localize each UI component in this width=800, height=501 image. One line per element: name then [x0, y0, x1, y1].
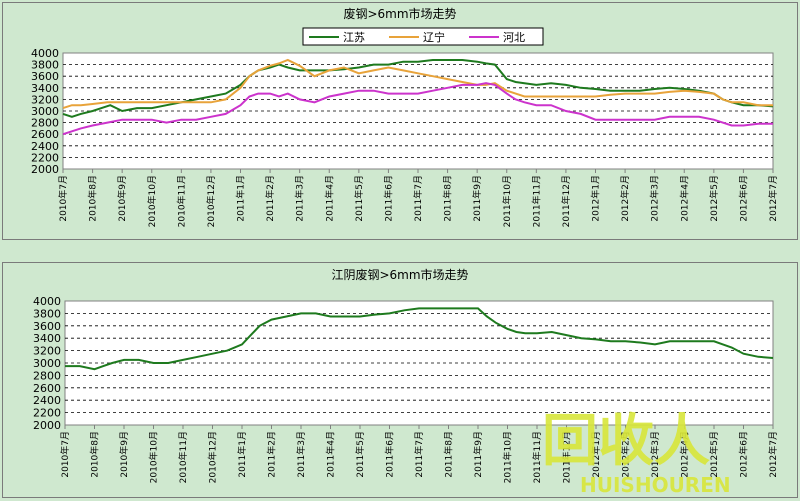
x-tick-label: 2012年1月: [590, 431, 602, 478]
x-tick-label: 2012年3月: [649, 175, 661, 222]
x-tick-label: 2011年7月: [412, 175, 424, 222]
x-tick-label: 2011年1月: [236, 431, 248, 478]
y-tick-label: 3000: [33, 357, 61, 370]
y-tick-label: 2400: [31, 140, 59, 153]
x-tick-label: 2011年3月: [295, 431, 307, 478]
watermark-glyphs: 回收人: [542, 409, 710, 474]
x-tick-label: 2011年7月: [413, 431, 425, 478]
y-tick-label: 4000: [33, 295, 61, 308]
x-tick-label: 2011年10月: [502, 431, 514, 483]
chart-panel-jiangsu-liaoning-hebei: 废钢>6mm市场走势 2000 2200 2400 2600 2800 3000 3200 34…: [2, 2, 798, 240]
x-tick-label: 2011年6月: [382, 175, 394, 222]
x-tick-label: 2011年10月: [501, 175, 513, 227]
y-tick-label: 2000: [31, 163, 59, 176]
huishouren-watermark-logo: 回收人 HUISHOUREN: [540, 400, 740, 497]
y-tick-label: 2000: [33, 419, 61, 432]
x-tick-label: 2012年6月: [737, 175, 749, 222]
x-tick-label: 2012年5月: [708, 175, 720, 222]
x-tick-label: 2011年2月: [264, 175, 276, 222]
x-tick-label: 2011年12月: [561, 431, 573, 483]
y-tick-label: 2200: [31, 151, 59, 164]
series-line-3: [62, 82, 773, 136]
x-tick-label: 2010年12月: [205, 175, 217, 227]
y-tick-label: 3800: [33, 307, 61, 320]
y-tick-label: 3200: [33, 345, 61, 358]
x-tick-label: 2011年5月: [354, 431, 366, 478]
y-tick-label: 3800: [31, 59, 59, 72]
y-tick-label: 2400: [33, 394, 61, 407]
x-tick-label: 2012年2月: [620, 431, 632, 478]
x-tick-label: 2011年8月: [443, 431, 455, 478]
x-tick-label: 2010年11月: [175, 175, 187, 227]
x-tick-label: 2011年9月: [471, 175, 483, 222]
y-tick-label: 2600: [31, 128, 59, 141]
x-tick-label: 2012年1月: [590, 175, 602, 222]
x-tick-label: 2010年8月: [89, 431, 101, 478]
x-tick-label: 2011年6月: [384, 431, 396, 478]
y-tick-label: 2800: [33, 369, 61, 382]
line-chart-jiangyin: 江阴废钢>6mm市场走势 2000220024002600280030003200…: [33, 267, 779, 483]
chart-title: 江阴废钢>6mm市场走势: [331, 267, 468, 282]
x-tick-label: 2011年1月: [235, 175, 247, 222]
y-tick-label: 3000: [31, 105, 59, 118]
x-tick-label: 2011年9月: [472, 431, 484, 478]
y-tick-label: 3400: [33, 332, 61, 345]
series-line-2: [62, 58, 773, 110]
x-tick-label: 2011年4月: [325, 431, 337, 478]
x-tick-label: 2012年7月: [767, 431, 779, 478]
y-tick-label: 2600: [33, 382, 61, 395]
legend-label: 辽宁: [423, 30, 445, 44]
x-tick-label: 2012年5月: [708, 431, 720, 478]
x-tick-label: 2011年11月: [530, 175, 542, 227]
x-tick-label: 2010年7月: [59, 431, 71, 478]
x-tick-label: 2012年7月: [767, 175, 779, 222]
y-tick-label: 2200: [33, 407, 61, 420]
x-tick-label: 2012年2月: [619, 175, 631, 222]
line-chart-regional: 废钢>6mm市场走势 200022002400260028003000320034…: [31, 6, 779, 227]
x-tick-label: 2010年10月: [148, 431, 160, 483]
x-tick-label: 2010年9月: [116, 175, 128, 222]
x-tick-label: 2011年3月: [294, 175, 306, 222]
x-tick-label: 2010年10月: [146, 175, 158, 227]
x-tick-label: 2010年11月: [177, 431, 189, 483]
legend-label: 河北: [503, 31, 525, 44]
x-tick-label: 2011年8月: [442, 175, 454, 222]
x-tick-label: 2012年4月: [678, 175, 690, 222]
series-line-1: [62, 59, 774, 118]
y-tick-label: 2800: [31, 117, 59, 130]
y-tick-label: 3200: [31, 93, 59, 106]
x-tick-label: 2012年3月: [649, 431, 661, 478]
x-tick-label: 2012年6月: [738, 431, 750, 478]
legend-box: [302, 27, 544, 46]
x-tick-label: 2010年8月: [87, 175, 99, 222]
legend-label: 江苏: [343, 31, 365, 44]
x-tick-label: 2010年9月: [118, 431, 130, 478]
legend: 江苏 辽宁 河北: [302, 27, 544, 46]
watermark-text: HUISHOUREN: [580, 473, 731, 496]
x-tick-label: 2011年5月: [353, 175, 365, 222]
y-tick-label: 3600: [31, 70, 59, 83]
series-line-1: [65, 307, 774, 371]
y-tick-label: 4000: [31, 47, 59, 60]
y-tick-label: 3400: [31, 82, 59, 95]
x-tick-label: 2011年4月: [323, 175, 335, 222]
chart-title: 废钢>6mm市场走势: [343, 6, 456, 21]
y-tick-label: 3600: [33, 320, 61, 333]
chart-panel-jiangyin: 江阴废钢>6mm市场走势 2000 2200 2400 2600 2800 3000 3200…: [2, 262, 798, 498]
x-tick-label: 2011年2月: [266, 431, 278, 478]
x-tick-label: 2010年12月: [207, 431, 219, 483]
x-tick-label: 2012年4月: [679, 431, 691, 478]
x-tick-label: 2011年12月: [560, 175, 572, 227]
x-tick-label: 2011年11月: [531, 431, 543, 483]
x-tick-label: 2010年7月: [57, 175, 69, 222]
